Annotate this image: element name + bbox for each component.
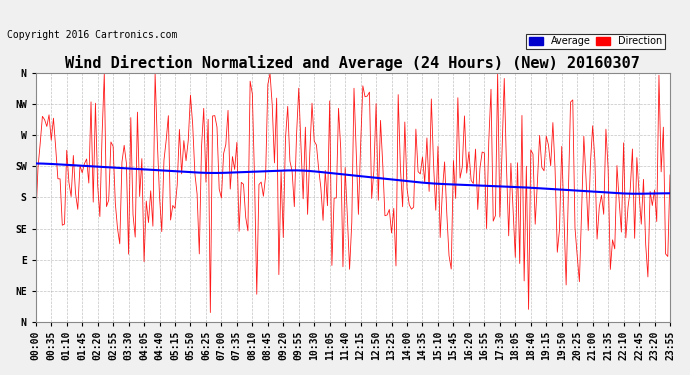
Legend: Average, Direction: Average, Direction	[526, 33, 665, 50]
Text: Copyright 2016 Cartronics.com: Copyright 2016 Cartronics.com	[7, 30, 177, 39]
Title: Wind Direction Normalized and Average (24 Hours) (New) 20160307: Wind Direction Normalized and Average (2…	[66, 55, 640, 71]
